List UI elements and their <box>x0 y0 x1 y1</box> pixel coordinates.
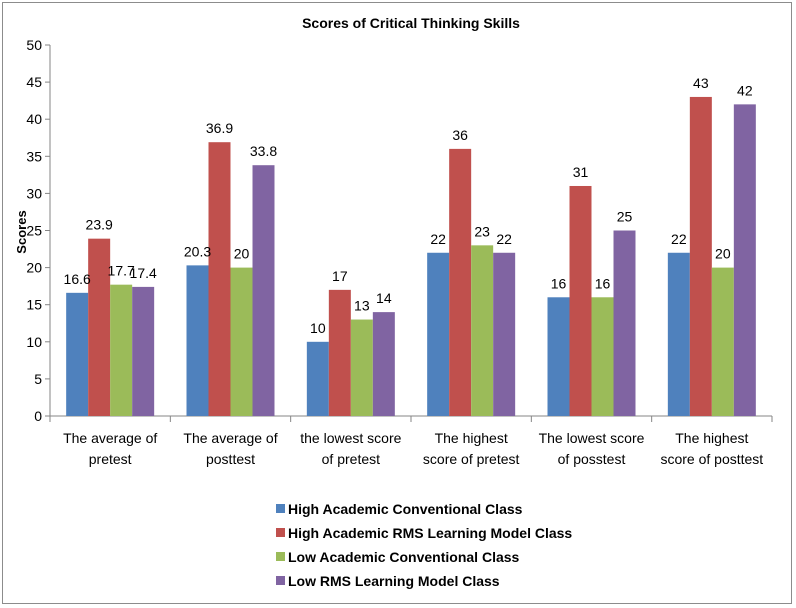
data-label: 16 <box>551 275 567 291</box>
category-label: score of pretest <box>423 451 520 467</box>
legend-label: Low Academic Conventional Class <box>288 549 520 565</box>
bar <box>350 319 373 416</box>
data-label: 16.6 <box>64 271 91 287</box>
data-label: 22 <box>430 231 446 247</box>
y-tick-label: 25 <box>26 223 42 239</box>
bar <box>427 252 450 416</box>
data-label: 42 <box>737 82 753 98</box>
category-label: The lowest score <box>539 430 645 446</box>
bar <box>208 142 231 416</box>
bar <box>569 185 592 416</box>
data-label: 22 <box>671 231 687 247</box>
legend-swatch <box>276 504 285 513</box>
bar <box>689 96 712 416</box>
bar <box>328 289 351 416</box>
legend-swatch <box>276 576 285 585</box>
bar <box>449 148 472 416</box>
y-tick-label: 35 <box>26 148 42 164</box>
y-tick-label: 15 <box>26 297 42 313</box>
bar <box>110 284 133 416</box>
data-label: 16 <box>595 275 611 291</box>
data-label: 31 <box>573 164 589 180</box>
y-tick-label: 30 <box>26 185 42 201</box>
bar <box>66 292 89 416</box>
bars-group <box>66 96 756 417</box>
data-label: 22 <box>496 231 512 247</box>
legend-swatch <box>276 552 285 561</box>
bar <box>230 267 253 416</box>
bar <box>88 238 111 416</box>
data-label: 17 <box>332 268 348 284</box>
bar <box>471 245 494 416</box>
y-tick-label: 40 <box>26 111 42 127</box>
category-label: posttest <box>206 451 255 467</box>
bar <box>547 297 570 416</box>
data-label: 10 <box>310 320 326 336</box>
category-label: The highest <box>435 430 508 446</box>
data-label: 14 <box>376 290 392 306</box>
y-axis-label: Scores <box>14 210 29 253</box>
bar <box>372 312 395 416</box>
data-labels-group: 16.6 23.9 17.717.4 20.3 36.9 20 33.8 10 17 13 14 22… <box>64 75 753 336</box>
y-tick-label: 20 <box>26 260 42 276</box>
legend-label: High Academic RMS Learning Model Class <box>288 525 572 541</box>
y-tick-label: 45 <box>26 74 42 90</box>
chart-title: Scores of Critical Thinking Skills <box>302 15 520 31</box>
category-label: pretest <box>89 451 132 467</box>
data-label: 17.7 <box>108 263 135 279</box>
data-label: 23.9 <box>86 217 113 233</box>
bar <box>591 297 614 416</box>
legend-label: High Academic Conventional Class <box>288 501 523 517</box>
category-label: The average of <box>183 430 277 446</box>
bar <box>306 341 329 416</box>
y-tick-label: 0 <box>34 408 42 424</box>
bar <box>613 230 636 416</box>
bar <box>186 265 209 416</box>
y-tick-label: 50 <box>26 37 42 53</box>
bar <box>132 286 155 416</box>
legend-label: Low RMS Learning Model Class <box>288 573 500 589</box>
data-label: 36.9 <box>206 120 233 136</box>
category-label: score of posttest <box>660 451 763 467</box>
category-label: of pretest <box>322 451 380 467</box>
y-tick-label: 5 <box>34 371 42 387</box>
data-label: 43 <box>693 75 709 91</box>
y-tick-label: 10 <box>26 334 42 350</box>
data-label: 33.8 <box>250 143 277 159</box>
bar <box>252 165 275 416</box>
data-label: 23 <box>474 223 490 239</box>
category-label: The highest <box>675 430 748 446</box>
data-label: 36 <box>452 127 468 143</box>
category-label: of posstest <box>558 451 626 467</box>
data-label: 13 <box>354 298 370 314</box>
data-label: 20 <box>715 246 731 262</box>
legend: High Academic Conventional Class High Aca… <box>276 501 572 589</box>
bar <box>711 267 734 416</box>
data-label: 20.3 <box>184 243 211 259</box>
data-label: 25 <box>617 209 633 225</box>
bar <box>493 252 516 416</box>
x-axis-ticks <box>49 416 773 422</box>
bar <box>667 252 690 416</box>
legend-swatch <box>276 528 285 537</box>
data-label: 20 <box>234 246 250 262</box>
category-labels-group: The average of pretest The average of postt… <box>63 430 763 467</box>
y-axis-ticks: 0 5 10 15 20 25 30 35 40 45 50 <box>26 37 50 424</box>
category-label: the lowest score <box>300 430 401 446</box>
data-label: 17.4 <box>130 265 157 281</box>
bar <box>733 104 756 417</box>
category-label: The average of <box>63 430 157 446</box>
